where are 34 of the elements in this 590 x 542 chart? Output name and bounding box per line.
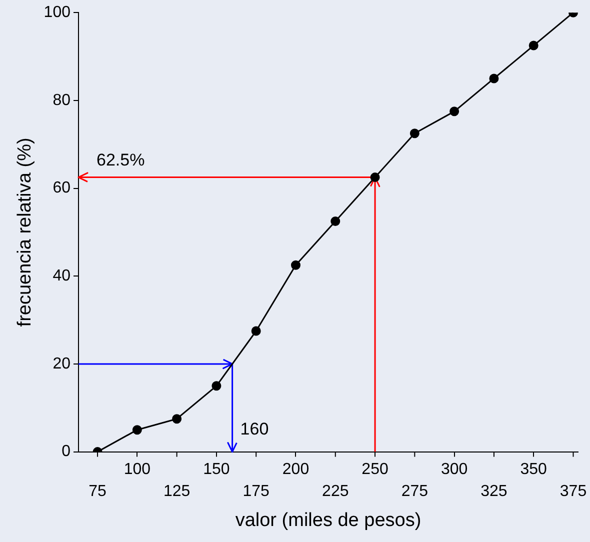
- y-tick-label: 0: [62, 443, 71, 460]
- x-tick-label: 350: [520, 460, 548, 478]
- x2-tick-label: 175: [242, 483, 270, 500]
- y-tick-label: 100: [44, 4, 71, 22]
- x2-tick-label: 225: [322, 483, 349, 500]
- y-axis-title: frecuencia relativa (%): [14, 138, 36, 327]
- ref-line-label: 160: [240, 419, 269, 438]
- point: [450, 106, 460, 116]
- y-tick-label: 80: [52, 92, 71, 109]
- x2-tick-label: 75: [88, 483, 107, 500]
- x-axis-title: valor (miles de pesos): [235, 510, 422, 531]
- point: [172, 414, 182, 424]
- y-tick-label: 60: [52, 180, 71, 197]
- point: [528, 40, 538, 50]
- x-tick-label: 300: [440, 460, 468, 478]
- x2-tick-label: 375: [560, 483, 587, 500]
- point: [290, 260, 300, 270]
- y-tick-label: 40: [52, 268, 71, 285]
- point: [132, 425, 142, 435]
- point: [410, 128, 420, 138]
- ref-line-label: 62.5%: [96, 150, 145, 170]
- x-tick-label: 100: [124, 460, 151, 478]
- point: [330, 216, 340, 226]
- y-tick-label: 20: [52, 355, 71, 372]
- x2-tick-label: 125: [163, 483, 190, 500]
- point: [489, 74, 499, 84]
- point: [251, 326, 261, 336]
- x-tick-label: 200: [282, 460, 310, 478]
- point: [212, 381, 222, 391]
- x2-tick-label: 325: [480, 483, 508, 500]
- x2-tick-label: 275: [401, 483, 428, 500]
- x-tick-label: 250: [362, 460, 388, 478]
- x-tick-label: 150: [203, 460, 230, 478]
- point: [370, 172, 380, 182]
